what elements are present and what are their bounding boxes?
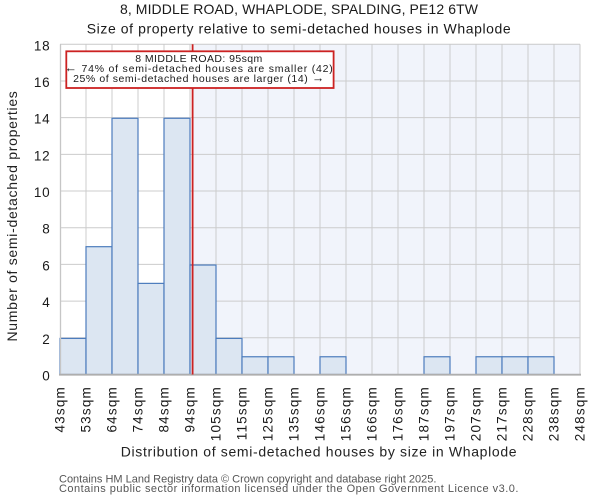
svg-text:217sqm: 217sqm xyxy=(495,386,510,441)
svg-text:248sqm: 248sqm xyxy=(573,386,588,441)
svg-text:53sqm: 53sqm xyxy=(79,386,94,433)
svg-text:64sqm: 64sqm xyxy=(105,386,120,433)
svg-text:Number of semi-detached proper: Number of semi-detached properties xyxy=(4,90,20,341)
svg-text:25% of semi-detached houses ar: 25% of semi-detached houses are larger (… xyxy=(73,71,325,85)
svg-text:4: 4 xyxy=(42,295,50,310)
svg-text:146sqm: 146sqm xyxy=(313,386,328,441)
svg-text:2: 2 xyxy=(42,332,50,347)
svg-text:115sqm: 115sqm xyxy=(235,386,250,440)
svg-text:197sqm: 197sqm xyxy=(443,386,458,441)
svg-text:8, MIDDLE ROAD, WHAPLODE, SPAL: 8, MIDDLE ROAD, WHAPLODE, SPALDING, PE12… xyxy=(120,1,479,17)
svg-text:166sqm: 166sqm xyxy=(365,386,380,441)
svg-text:6: 6 xyxy=(42,258,50,273)
svg-text:← 74% of semi-detached houses: ← 74% of semi-detached houses are smalle… xyxy=(65,61,334,75)
svg-text:Distribution of semi-detached: Distribution of semi-detached houses by … xyxy=(121,443,517,459)
svg-text:8 MIDDLE ROAD: 95sqm: 8 MIDDLE ROAD: 95sqm xyxy=(135,53,262,65)
svg-text:156sqm: 156sqm xyxy=(339,386,354,441)
svg-text:14: 14 xyxy=(34,112,51,127)
svg-text:176sqm: 176sqm xyxy=(391,386,406,441)
svg-text:12: 12 xyxy=(34,148,51,163)
svg-text:0: 0 xyxy=(42,369,50,384)
svg-text:94sqm: 94sqm xyxy=(183,386,198,433)
svg-text:187sqm: 187sqm xyxy=(417,386,432,441)
svg-text:105sqm: 105sqm xyxy=(209,386,224,441)
svg-text:16: 16 xyxy=(34,75,51,90)
svg-text:125sqm: 125sqm xyxy=(261,386,276,441)
svg-text:228sqm: 228sqm xyxy=(521,386,536,441)
svg-text:10: 10 xyxy=(34,185,51,200)
svg-text:84sqm: 84sqm xyxy=(157,386,172,433)
svg-text:43sqm: 43sqm xyxy=(53,386,68,433)
svg-text:Contains HM Land Registry data: Contains HM Land Registry data © Crown c… xyxy=(59,473,436,485)
svg-text:Contains public sector informa: Contains public sector information licen… xyxy=(59,483,519,495)
svg-text:18: 18 xyxy=(34,38,51,53)
svg-text:135sqm: 135sqm xyxy=(287,386,302,441)
svg-text:8: 8 xyxy=(42,222,50,237)
svg-text:74sqm: 74sqm xyxy=(131,386,146,433)
svg-text:238sqm: 238sqm xyxy=(547,386,562,441)
svg-text:Size of property relative to s: Size of property relative to semi-detach… xyxy=(87,21,511,37)
svg-text:207sqm: 207sqm xyxy=(469,386,484,441)
